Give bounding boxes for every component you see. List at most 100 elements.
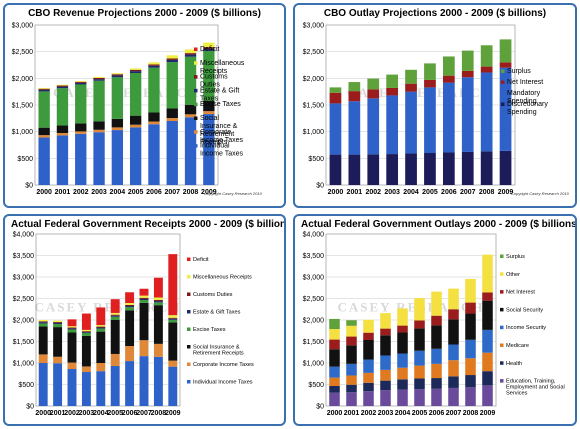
bar-segment-miscellaneous-receipts-2008 [184,49,197,54]
bar-segment-miscellaneous-receipts-2007 [166,55,178,59]
legend-swatch-medicare [500,343,504,347]
legend-swatch-corporate-income-taxes [194,130,198,134]
x-tick-label: 2001 [347,189,363,196]
legend-swatch-education-training-employment-and-social-services [500,379,504,383]
legend-label-customs-duties: Customs Duties [200,74,228,89]
bar-segment-miscellaneous-receipts-2004 [111,73,124,75]
bar-segment-social-insurance-retirement-receipts-2008 [184,104,197,115]
bar-segment-excise-taxes-2006 [148,67,160,113]
bar-segment-other-2006 [431,291,442,316]
bar-segment-discretionary-spending-2003 [386,154,399,185]
x-tick-label: 2004 [110,189,126,196]
bar-segment-individual-income-taxes-2001 [56,135,69,185]
x-tick-label: 2005 [422,189,438,196]
x-tick-label: 2000 [327,410,343,417]
legend-label-social-security: Social Security [506,307,543,313]
bar-segment-medicare-2000 [329,377,340,387]
bar-segment-corporate-income-taxes-2004 [111,127,124,131]
bar-segment-corporate-income-taxes-2005 [110,353,120,367]
bar-segment-estate-gift-taxes-2001 [53,322,63,325]
legend-swatch-excise-taxes [194,102,198,107]
bar-segment-customs-duties-2000 [38,321,48,323]
bar-segment-miscellaneous-receipts-2000 [38,320,48,322]
x-tick-label: 2006 [146,189,162,196]
bar-segment-health-2007 [448,376,459,388]
bar-segment-estate-gift-taxes-2004 [111,75,124,78]
legend-swatch-deficit [194,47,198,51]
bar-segment-estate-gift-taxes-2005 [129,71,142,73]
legend-swatch-other [500,272,504,276]
bar-segment-excise-taxes-2001 [56,88,69,126]
y-tick-label: $2,500 [13,296,35,303]
legend-label-surplus: Surplus [507,68,531,75]
bar-segment-social-insurance-retirement-receipts-2002 [75,123,87,132]
bar-segment-other-2004 [397,308,408,326]
bar-segment-health-2002 [363,382,374,392]
bar-segment-health-2005 [414,378,425,390]
bar-segment-estate-gift-taxes-2004 [96,327,106,329]
bar-segment-social-insurance-retirement-receipts-2006 [125,310,135,347]
bar-segment-social-insurance-retirement-receipts-2004 [111,118,124,128]
chart-title: Actual Federal Government Outlays 2000 -… [301,219,577,230]
x-tick-label: 2009 [498,189,514,196]
legend-label-corporate-income-taxes: Corporate Income Taxes [200,129,244,144]
bar-segment-individual-income-taxes-2005 [129,127,142,185]
bar-segment-net-interest-2005 [424,79,436,88]
bar-segment-corporate-income-taxes-2005 [129,124,142,128]
bar-segment-mandatory-spending-2009 [499,67,512,151]
bar-segment-health-2009 [482,371,493,386]
bar-segment-individual-income-taxes-2004 [96,371,106,406]
bar-segment-income-security-2002 [363,359,374,373]
bar-segment-customs-duties-2008 [153,299,163,302]
bar-segment-estate-gift-taxes-2002 [75,82,87,85]
watermark: CASEY RESEARCH [337,299,484,314]
bar-segment-education-training-employment-and-social-services-2000 [329,392,340,406]
bar-segment-social-insurance-retirement-receipts-2001 [53,327,63,357]
bar-segment-corporate-income-taxes-2006 [148,121,160,125]
bar-segment-social-insurance-retirement-receipts-2005 [129,115,142,125]
legend-swatch-income-security [500,325,504,330]
bar-segment-individual-income-taxes-2002 [67,369,77,406]
bar-segment-income-security-2006 [431,348,442,364]
bar-segment-health-2008 [465,375,476,388]
x-tick-label: 2006 [429,410,445,417]
y-tick-label: $3,000 [303,275,325,282]
bar-segment-social-insurance-retirement-receipts-2008 [153,305,163,344]
legend-label-individual-income-taxes: Individual Income Taxes [200,143,244,158]
x-tick-label: 2007 [164,189,180,196]
bar-segment-social-insurance-retirement-receipts-2003 [81,335,91,367]
legend-label-surplus: Surplus [506,254,525,260]
bar-segment-education-training-employment-and-social-services-2006 [431,388,442,406]
y-tick-label: $2,000 [303,76,325,83]
bar-segment-deficit-2009 [168,254,178,316]
bar-segment-miscellaneous-receipts-2009 [203,42,215,48]
bar-segment-estate-gift-taxes-2005 [110,315,120,317]
y-tick-label: $500 [17,156,33,163]
bar-segment-corporate-income-taxes-2004 [96,363,106,372]
bar-segment-estate-gift-taxes-2009 [168,318,178,320]
legend-label-social-insurance-retirement-receipts: Social Insurance & Retirement Receipts [193,345,244,357]
bar-segment-medicare-2004 [397,367,408,380]
bar-segment-net-interest-2007 [448,309,459,320]
chart-title: Actual Federal Government Receipts 2000 … [11,219,286,230]
copyright-credit: Copyright Casey Research 2010 [204,191,263,196]
bar-segment-medicare-2009 [482,352,493,372]
bar-segment-deficit-2004 [96,307,106,326]
y-tick-label: $1,500 [13,339,35,346]
bar-segment-individual-income-taxes-2008 [153,356,163,406]
bar-segment-customs-duties-2001 [56,85,69,87]
legend-swatch-corporate-income-taxes [187,362,191,366]
bar-segment-social-security-2006 [431,325,442,349]
bar-segment-income-security-2008 [465,339,476,359]
bar-segment-miscellaneous-receipts-2003 [81,329,91,332]
bar-segment-surplus-2000 [329,318,340,330]
x-tick-label: 2003 [91,189,107,196]
bar-segment-education-training-employment-and-social-services-2003 [380,390,391,406]
x-tick-label: 2009 [165,410,181,417]
bar-segment-corporate-income-taxes-2000 [38,135,50,138]
legend-swatch-social-security [500,307,504,312]
bar-segment-excise-taxes-2005 [129,73,142,116]
bar-segment-social-insurance-retirement-receipts-2009 [168,322,178,361]
actual-receipts-panel: Actual Federal Government Receipts 2000 … [3,214,286,426]
x-tick-label: 2005 [128,189,144,196]
